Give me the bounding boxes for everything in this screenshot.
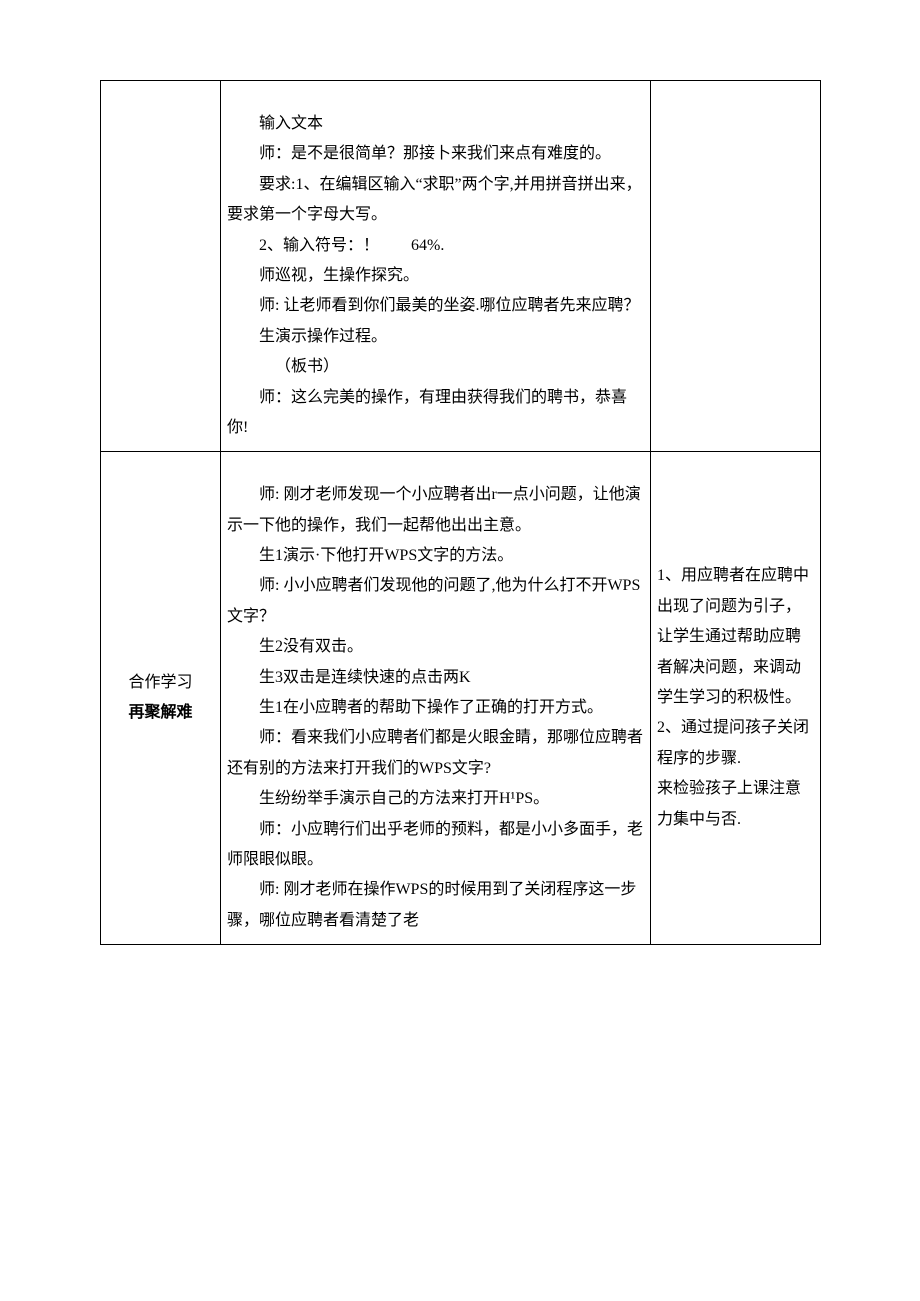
lesson-table: 输入文本 师：是不是很简单？那接卜来我们来点有难度的。 要求:1、在编辑区输入“… bbox=[100, 80, 821, 945]
body-text: 师：这么完美的操作，有理由获得我们的聘书，恭喜你! bbox=[227, 383, 644, 444]
body-text: 师：小应聘行们出乎老师的预料，都是小小多面手，老师限眼似眼。 bbox=[227, 815, 644, 876]
row1-middle-cell: 输入文本 师：是不是很简单？那接卜来我们来点有难度的。 要求:1、在编辑区输入“… bbox=[221, 81, 651, 452]
body-text: 师：看来我们小应聘者们都是火眼金睛，那哪位应聘者还有别的方法来打开我们的WPS文… bbox=[227, 723, 644, 784]
table-row: 输入文本 师：是不是很简单？那接卜来我们来点有难度的。 要求:1、在编辑区输入“… bbox=[101, 81, 821, 452]
body-text: 要求:1、在编辑区输入“求职”两个字,并用拼音拼出来，要求第一个字母大写。 bbox=[227, 170, 644, 231]
note-text: 1、用应聘者在应聘中出现了问题为引子，让学生通过帮助应聘者解决问题，来调动学生学… bbox=[657, 561, 814, 713]
row1-left-cell bbox=[101, 81, 221, 452]
note-text: 来检验孩子上课注意力集中与否. bbox=[657, 774, 814, 835]
section-label-bold: 再聚解难 bbox=[107, 698, 214, 728]
note-text: 2、通过提问孩子关闭程序的步骤. bbox=[657, 713, 814, 774]
body-text: 师: 刚才老师发现一个小应聘者出r一点小问题，让他演示一下他的操作，我们一起帮他… bbox=[227, 480, 644, 541]
row2-right-cell: 1、用应聘者在应聘中出现了问题为引子，让学生通过帮助应聘者解决问题，来调动学生学… bbox=[651, 452, 821, 945]
body-text: 生纷纷举手演示自己的方法来打开H¹PS。 bbox=[227, 784, 644, 814]
body-text: 师: 小小应聘者们发现他的问题了,他为什么打不开WPS文字？ bbox=[227, 571, 644, 632]
body-text: 师：是不是很简单？那接卜来我们来点有难度的。 bbox=[227, 139, 644, 169]
table-row: 合作学习 再聚解难 师: 刚才老师发现一个小应聘者出r一点小问题，让他演示一下他… bbox=[101, 452, 821, 945]
body-text: 生1在小应聘者的帮助下操作了正确的打开方式。 bbox=[227, 693, 644, 723]
body-text: 师: 让老师看到你们最美的坐姿.哪位应聘者先来应聘？ bbox=[227, 291, 644, 321]
body-text: 生1演示·下他打开WPS文字的方法。 bbox=[227, 541, 644, 571]
body-text: 师: 刚才老师在操作WPS的时候用到了关闭程序这一步骤，哪位应聘者看清楚了老 bbox=[227, 875, 644, 936]
body-text: 师巡视，生操作探究。 bbox=[227, 261, 644, 291]
body-text: 生演示操作过程。 bbox=[227, 322, 644, 352]
body-text: 2、输入符号：！ 64%. bbox=[227, 231, 644, 261]
body-text: （板书） bbox=[227, 352, 644, 382]
body-text: 输入文本 bbox=[227, 109, 644, 139]
row1-right-cell bbox=[651, 81, 821, 452]
row2-left-cell: 合作学习 再聚解难 bbox=[101, 452, 221, 945]
body-text: 生2没有双击。 bbox=[227, 632, 644, 662]
row2-middle-cell: 师: 刚才老师发现一个小应聘者出r一点小问题，让他演示一下他的操作，我们一起帮他… bbox=[221, 452, 651, 945]
body-text: 生3双击是连续快速的点击两K bbox=[227, 663, 644, 693]
section-label: 合作学习 bbox=[107, 668, 214, 698]
document-page: 输入文本 师：是不是很简单？那接卜来我们来点有难度的。 要求:1、在编辑区输入“… bbox=[0, 0, 920, 1005]
